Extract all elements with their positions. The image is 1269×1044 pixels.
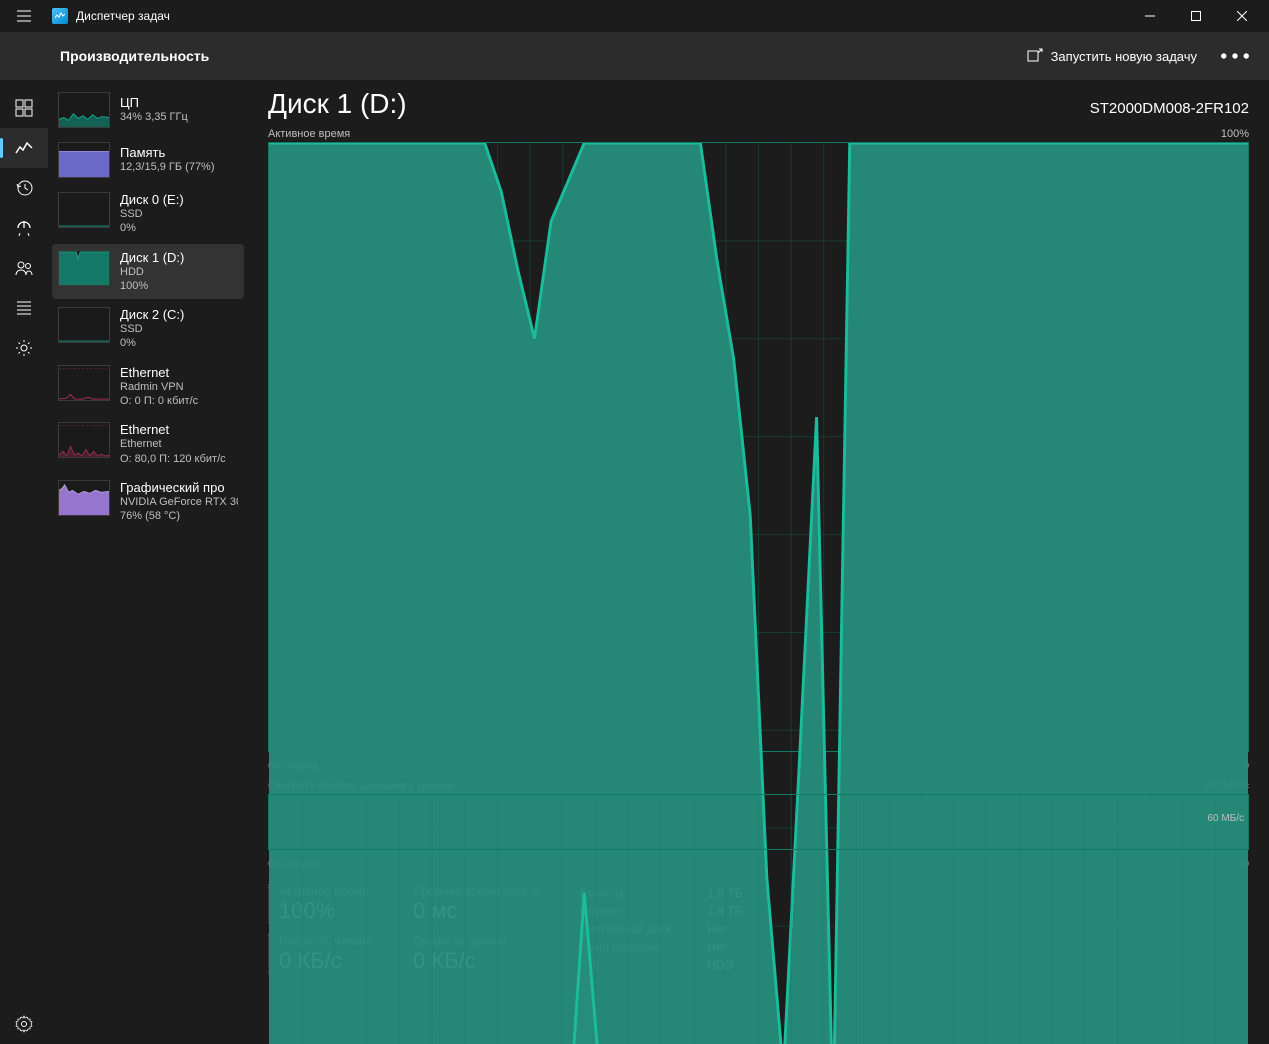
nav-processes[interactable]	[0, 88, 48, 128]
sidebar-item-title: Диск 0 (E:)	[120, 192, 184, 207]
sidebar-item-title: Память	[120, 145, 215, 160]
chart-active-label-top-left: Активное время	[268, 128, 350, 140]
run-task-label: Запустить новую задачу	[1051, 49, 1197, 64]
sidebar-item-sub1: 12,3/15,9 ГБ (77%)	[120, 160, 215, 174]
chart-transfer-rate: 60 МБ/с	[268, 794, 1249, 850]
sidebar-item-gpu[interactable]: Графический про NVIDIA GeForce RTX 306 7…	[52, 474, 244, 530]
sidebar-item-sub2: 0%	[120, 336, 184, 350]
disk-model: ST2000DM008-2FR102	[1090, 100, 1249, 117]
nav-services[interactable]	[0, 328, 48, 368]
hamburger-menu-button[interactable]	[4, 0, 44, 32]
chart-active-time	[268, 142, 1249, 752]
nav-startup[interactable]	[0, 208, 48, 248]
titlebar: Диспетчер задач	[0, 0, 1269, 32]
performance-content: Диск 1 (D:) ST2000DM008-2FR102 Активное …	[248, 80, 1269, 1044]
nav-rail	[0, 80, 48, 1044]
sidebar-item-title: Графический про	[120, 480, 238, 495]
sidebar-item-sub1: 34% 3,35 ГГц	[120, 110, 188, 124]
nav-performance[interactable]	[0, 128, 48, 168]
nav-details[interactable]	[0, 288, 48, 328]
thumb-cpu	[58, 92, 110, 128]
sidebar-item-title: Диск 1 (D:)	[120, 250, 184, 265]
thumb-memory	[58, 142, 110, 178]
page-title: Производительность	[60, 48, 1015, 64]
sidebar-item-cpu[interactable]: ЦП 34% 3,35 ГГц	[52, 86, 244, 134]
sidebar-item-title: Ethernet	[120, 422, 226, 437]
thumb-disk1	[58, 250, 110, 286]
disk-title: Диск 1 (D:)	[268, 88, 407, 120]
sidebar-item-sub1: Radmin VPN	[120, 380, 198, 394]
sidebar-item-disk1[interactable]: Диск 1 (D:) HDD 100%	[52, 244, 244, 300]
sidebar-item-sub1: Ethernet	[120, 437, 226, 451]
more-icon	[1217, 38, 1253, 74]
sidebar-item-sub2: О: 0 П: 0 кбит/с	[120, 394, 198, 408]
sidebar-item-sub2: 100%	[120, 279, 184, 293]
close-button[interactable]	[1219, 0, 1265, 32]
run-new-task-button[interactable]: Запустить новую задачу	[1015, 42, 1209, 70]
sidebar-item-disk2[interactable]: Диск 2 (C:) SSD 0%	[52, 301, 244, 357]
thumb-disk2	[58, 307, 110, 343]
sidebar-item-eth0[interactable]: Ethernet Radmin VPN О: 0 П: 0 кбит/с	[52, 359, 244, 415]
sidebar-item-sub2: 76% (58 °C)	[120, 509, 238, 523]
sidebar-item-sub1: NVIDIA GeForce RTX 306	[120, 495, 238, 509]
page-header: Производительность Запустить новую задач…	[0, 32, 1269, 80]
chart-active-label-top-right: 100%	[1221, 128, 1249, 140]
sidebar-item-title: Ethernet	[120, 365, 198, 380]
app-title: Диспетчер задач	[76, 9, 170, 23]
chart-transfer-line-label: 60 МБ/с	[1207, 813, 1244, 824]
maximize-button[interactable]	[1173, 0, 1219, 32]
app-icon	[52, 8, 68, 24]
sidebar-item-sub2: О: 80,0 П: 120 кбит/с	[120, 452, 226, 466]
run-task-icon	[1027, 48, 1043, 64]
nav-history[interactable]	[0, 168, 48, 208]
minimize-button[interactable]	[1127, 0, 1173, 32]
performance-sidebar: ЦП 34% 3,35 ГГц Память 12,3/15,9 ГБ (77%…	[48, 80, 248, 1044]
thumb-eth1	[58, 422, 110, 458]
sidebar-item-title: ЦП	[120, 95, 188, 110]
sidebar-item-memory[interactable]: Память 12,3/15,9 ГБ (77%)	[52, 136, 244, 184]
sidebar-item-eth1[interactable]: Ethernet Ethernet О: 80,0 П: 120 кбит/с	[52, 416, 244, 472]
thumb-gpu	[58, 480, 110, 516]
nav-settings[interactable]	[0, 1004, 48, 1044]
sidebar-item-sub1: SSD	[120, 322, 184, 336]
sidebar-item-sub1: HDD	[120, 265, 184, 279]
hamburger-icon	[16, 8, 32, 24]
sidebar-item-title: Диск 2 (C:)	[120, 307, 184, 322]
nav-users[interactable]	[0, 248, 48, 288]
sidebar-item-disk0[interactable]: Диск 0 (E:) SSD 0%	[52, 186, 244, 242]
thumb-disk0	[58, 192, 110, 228]
more-options-button[interactable]	[1217, 38, 1253, 74]
thumb-eth0	[58, 365, 110, 401]
sidebar-item-sub2: 0%	[120, 221, 184, 235]
sidebar-item-sub1: SSD	[120, 207, 184, 221]
